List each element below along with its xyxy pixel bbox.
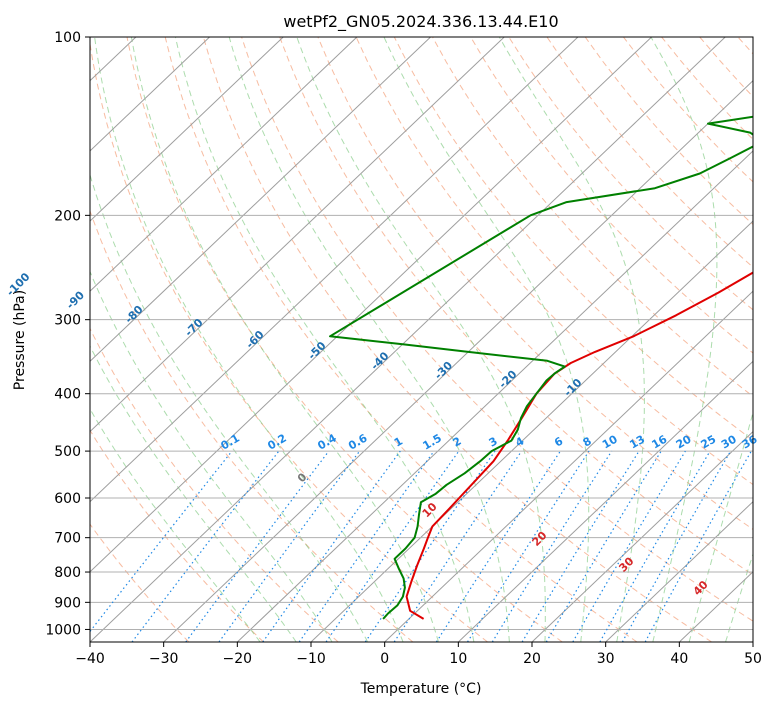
y-tick-label: 900 [54, 595, 81, 611]
y-tick-label: 1000 [45, 622, 81, 638]
y-tick-label: 500 [54, 444, 81, 460]
y-tick-label: 400 [54, 387, 81, 403]
y-tick-label: 300 [54, 313, 81, 329]
y-tick-label: 100 [54, 30, 81, 46]
y-tick-label: 200 [54, 208, 81, 224]
y-tick-label: 800 [54, 565, 81, 581]
x-tick-label: −40 [75, 651, 105, 667]
x-axis-label: Temperature (°C) [360, 681, 482, 697]
x-tick-label: −10 [296, 651, 326, 667]
x-tick-label: 40 [670, 651, 688, 667]
x-tick-label: −30 [149, 651, 179, 667]
chart-title: wetPf2_GN05.2024.336.13.44.E10 [283, 12, 558, 32]
x-tick-label: 10 [449, 651, 467, 667]
y-axis-label: Pressure (hPa) [12, 290, 28, 390]
x-tick-label: −20 [223, 651, 253, 667]
x-tick-label: 20 [523, 651, 541, 667]
y-tick-label: 700 [54, 531, 81, 547]
x-tick-label: 0 [380, 651, 389, 667]
x-tick-label: 30 [597, 651, 615, 667]
x-tick-label: 50 [744, 651, 762, 667]
y-tick-label: 600 [54, 491, 81, 507]
